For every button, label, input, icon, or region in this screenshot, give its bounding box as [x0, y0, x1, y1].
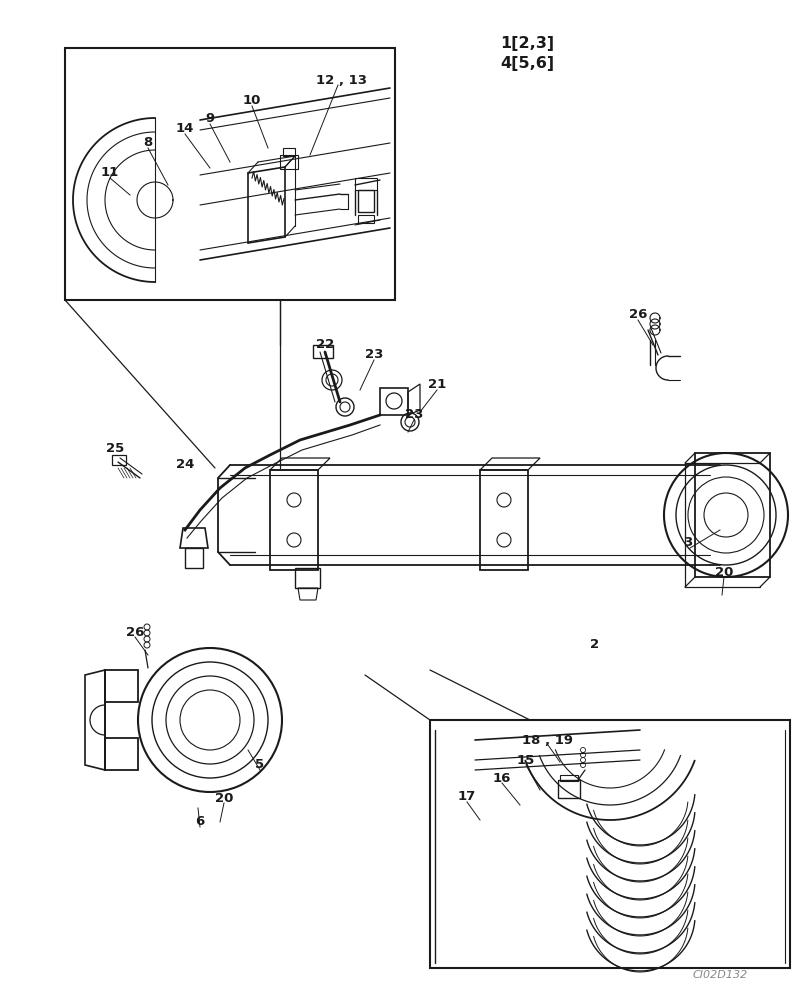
Bar	[357, 215, 373, 223]
Text: 2: 2	[589, 638, 599, 652]
Text: 1[2,3]: 1[2,3]	[499, 36, 553, 51]
Bar	[279, 155, 298, 169]
Bar	[560, 775, 577, 781]
Text: 23: 23	[365, 349, 383, 361]
Bar	[283, 148, 295, 156]
Text: 26: 26	[125, 626, 144, 638]
Bar	[430, 720, 789, 968]
Text: 12 , 13: 12 , 13	[316, 74, 367, 87]
Text: 4[5,6]: 4[5,6]	[499, 56, 553, 71]
Text: 23: 23	[404, 408, 422, 422]
Bar	[557, 780, 579, 798]
Text: 22: 22	[316, 338, 334, 352]
Text: 9: 9	[206, 112, 214, 125]
Text: 16: 16	[492, 772, 511, 784]
Text: 6: 6	[195, 815, 205, 828]
Text: 18 , 19: 18 , 19	[522, 733, 573, 746]
Text: CI02D132: CI02D132	[691, 970, 747, 980]
Bar	[357, 190, 373, 212]
Text: 14: 14	[176, 122, 194, 135]
Text: 11: 11	[100, 166, 119, 179]
Text: 3: 3	[683, 536, 691, 548]
Text: 8: 8	[143, 136, 153, 149]
Text: 26: 26	[628, 308, 646, 322]
Text: 21: 21	[427, 378, 446, 391]
Bar	[355, 178, 377, 190]
Text: 5: 5	[255, 758, 264, 772]
Text: 17: 17	[457, 790, 475, 803]
Bar	[270, 470, 318, 570]
Text: 20: 20	[714, 566, 732, 578]
Text: 24: 24	[176, 458, 194, 472]
Text: 15: 15	[516, 754, 535, 766]
Text: 10: 10	[243, 94, 261, 107]
Bar	[65, 48, 394, 300]
Bar	[479, 470, 528, 570]
Text: 20: 20	[214, 791, 233, 804]
Text: 25: 25	[106, 442, 124, 454]
